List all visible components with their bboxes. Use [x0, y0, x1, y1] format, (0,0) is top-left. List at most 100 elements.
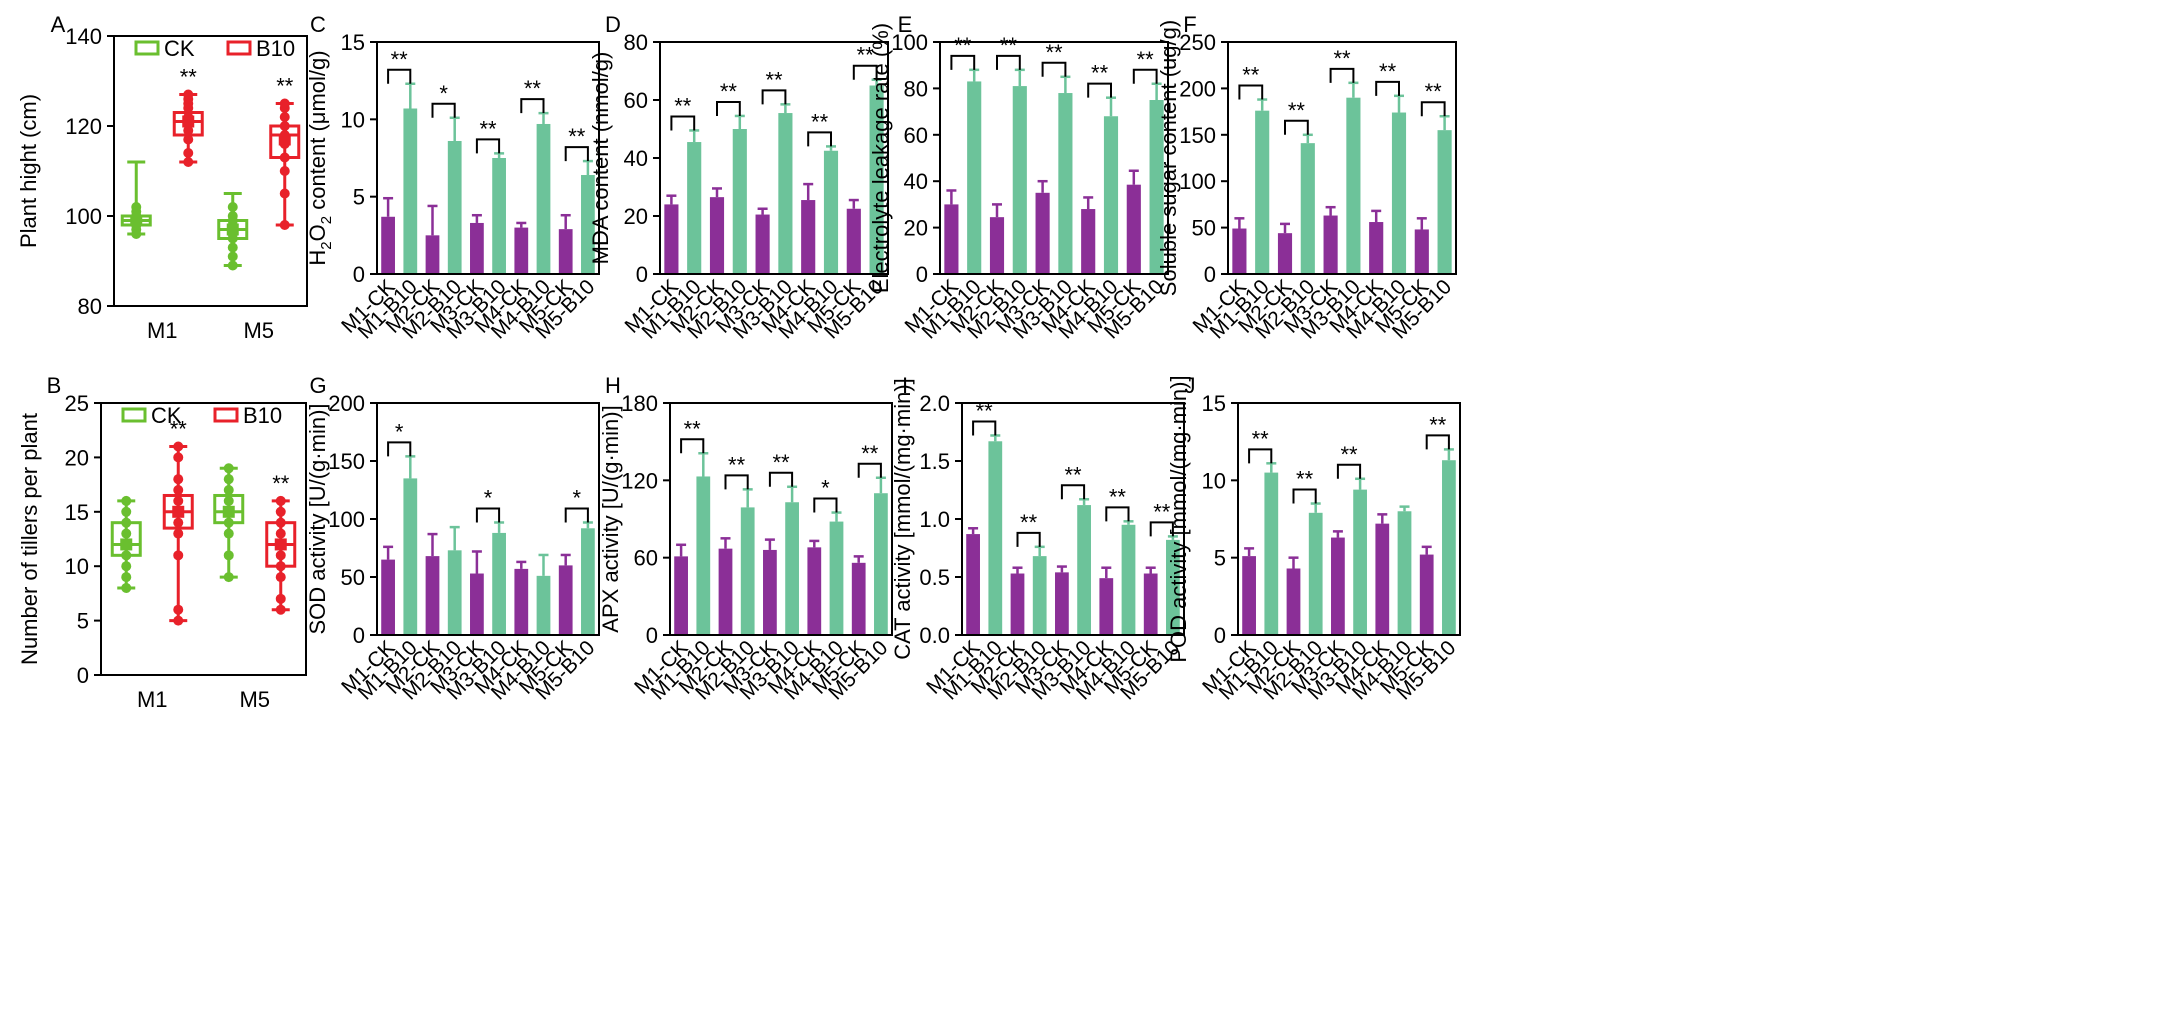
legend-label: B10: [243, 403, 282, 428]
significance-bracket: [670, 115, 696, 131]
significance-mark: *: [439, 81, 448, 106]
data-point: [275, 604, 286, 615]
significance-bracket: [1060, 484, 1086, 500]
bar: [1099, 578, 1114, 635]
y-tick-label: 0: [77, 663, 89, 688]
bar: [1437, 130, 1452, 274]
mean-marker: [226, 223, 239, 236]
significance-bracket: [716, 100, 741, 116]
data-point: [173, 485, 184, 496]
legend-swatch: [213, 407, 239, 423]
bar: [514, 227, 529, 274]
bar: [558, 565, 573, 635]
panel-letter: B: [47, 373, 62, 398]
significance-bracket: [1238, 84, 1264, 100]
bar: [447, 550, 462, 635]
data-point: [223, 463, 234, 474]
y-tick-label: 50: [1192, 216, 1216, 241]
significance-mark: **: [861, 441, 879, 466]
significance-mark: **: [684, 416, 702, 441]
mean-marker: [182, 115, 195, 128]
data-point: [173, 604, 184, 615]
panel-letter: G: [309, 373, 326, 398]
bar: [1323, 215, 1338, 274]
data-point: [227, 202, 238, 212]
mean-marker: [120, 538, 133, 551]
bar: [1010, 573, 1025, 635]
plot-frame: [1227, 41, 1457, 275]
data-point: [279, 112, 290, 122]
data-point: [227, 242, 238, 253]
bar: [381, 216, 395, 274]
bar: [851, 562, 866, 635]
bar: [869, 85, 884, 274]
significance-mark: **: [857, 43, 875, 68]
significance-mark: **: [1064, 462, 1082, 487]
data-point: [131, 202, 142, 212]
bar: [536, 123, 551, 275]
significance-bracket: [475, 138, 501, 154]
bar: [1414, 229, 1429, 274]
y-tick-label: 50: [341, 565, 365, 590]
y-tick-label: 200: [328, 391, 365, 416]
y-tick-label: 80: [624, 30, 648, 55]
significance-bracket: [1105, 506, 1130, 522]
data-point: [121, 550, 132, 561]
y-tick-label: 5: [77, 609, 89, 634]
plot-frame: [939, 41, 1169, 275]
bar: [807, 547, 822, 635]
y-axis-label: Plant hight (cm): [16, 94, 41, 248]
y-tick-label: 60: [634, 546, 658, 571]
bar: [581, 175, 595, 274]
data-point: [227, 260, 238, 271]
data-point: [173, 452, 184, 463]
data-point: [279, 166, 290, 176]
bar: [381, 559, 395, 635]
bar: [1126, 184, 1141, 274]
bar: [1077, 505, 1091, 635]
mean-marker: [278, 133, 291, 146]
data-point: [223, 517, 234, 528]
y-tick-label: 120: [621, 468, 658, 493]
bar: [763, 549, 777, 635]
bar: [1331, 537, 1345, 635]
bar: [1419, 554, 1434, 635]
data-point: [279, 220, 290, 230]
panel-letter: F: [1183, 12, 1196, 37]
bar: [447, 140, 462, 274]
bar: [785, 502, 799, 635]
bar: [1242, 556, 1256, 635]
y-tick-label: 0.0: [919, 623, 950, 648]
y-tick-label: 0.5: [919, 565, 950, 590]
legend-label: CK: [164, 36, 195, 61]
significance-mark: **: [1020, 510, 1038, 535]
bar: [558, 229, 573, 274]
significance-mark: **: [1137, 47, 1155, 72]
y-tick-label: 2.0: [919, 391, 950, 416]
bar: [966, 534, 980, 635]
significance-bracket: [768, 471, 794, 487]
data-point: [275, 528, 286, 539]
bar: [1081, 209, 1096, 274]
plot-frame: [376, 402, 600, 636]
y-tick-label: 100: [328, 507, 365, 532]
data-point: [121, 572, 132, 583]
significance-bracket: [724, 474, 749, 490]
data-point: [223, 528, 234, 539]
y-axis-label-part: H: [305, 250, 330, 266]
panel-letter: D: [605, 12, 621, 37]
x-tick-label: M5: [243, 318, 274, 343]
data-point: [173, 517, 184, 528]
data-point: [275, 572, 286, 583]
panel-letter: A: [51, 12, 66, 37]
y-tick-label: 0: [1204, 262, 1216, 287]
significance-mark: **: [1242, 63, 1260, 88]
y-tick-label: 120: [65, 114, 102, 139]
significance-mark: *: [573, 485, 582, 510]
legend-swatch: [134, 40, 160, 56]
x-tick-label: M1: [137, 687, 168, 712]
